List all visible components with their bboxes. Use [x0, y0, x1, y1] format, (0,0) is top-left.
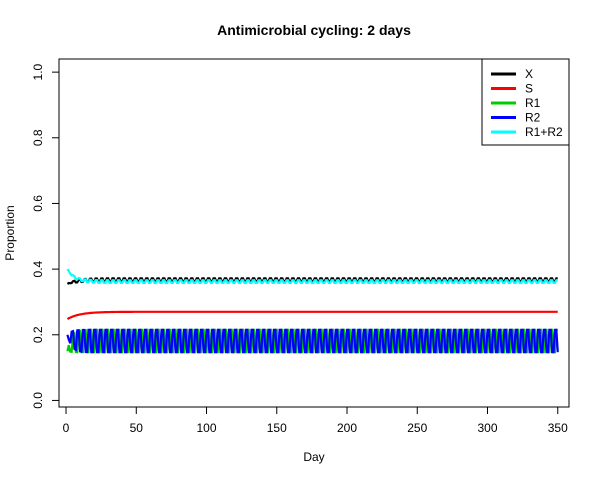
series-line-s	[66, 310, 558, 320]
x-axis-label: Day	[303, 450, 324, 464]
chart-title: Antimicrobial cycling: 2 days	[217, 22, 411, 38]
x-tick-label: 150	[267, 421, 287, 435]
x-tick-label: 0	[63, 421, 70, 435]
y-tick-label: 0.0	[31, 392, 45, 409]
series-line-r2	[66, 328, 559, 354]
y-tick-label: 0.8	[31, 129, 45, 146]
x-tick-label: 300	[477, 421, 497, 435]
legend-label: R1+R2	[525, 125, 563, 139]
x-tick-label: 250	[407, 421, 427, 435]
y-tick-label: 0.2	[31, 326, 45, 343]
x-tick-label: 350	[548, 421, 568, 435]
x-axis: 0 50 100 150 200 250 300 350	[63, 406, 568, 435]
y-axis-label: Proportion	[3, 205, 17, 260]
y-tick-label: 0.4	[31, 260, 45, 277]
y-tick-label: 0.6	[31, 195, 45, 212]
x-tick-label: 200	[337, 421, 357, 435]
series-line-r1-r2	[66, 268, 558, 285]
series-layer	[66, 268, 559, 354]
legend-label: R1	[525, 96, 541, 110]
legend-label: X	[525, 67, 533, 81]
legend-label: S	[525, 82, 533, 96]
y-tick-label: 1.0	[31, 63, 45, 80]
legend-label: R2	[525, 111, 541, 125]
x-tick-label: 100	[197, 421, 217, 435]
x-tick-label: 50	[130, 421, 144, 435]
y-axis: 0.0 0.2 0.4 0.6 0.8 1.0	[31, 63, 60, 409]
